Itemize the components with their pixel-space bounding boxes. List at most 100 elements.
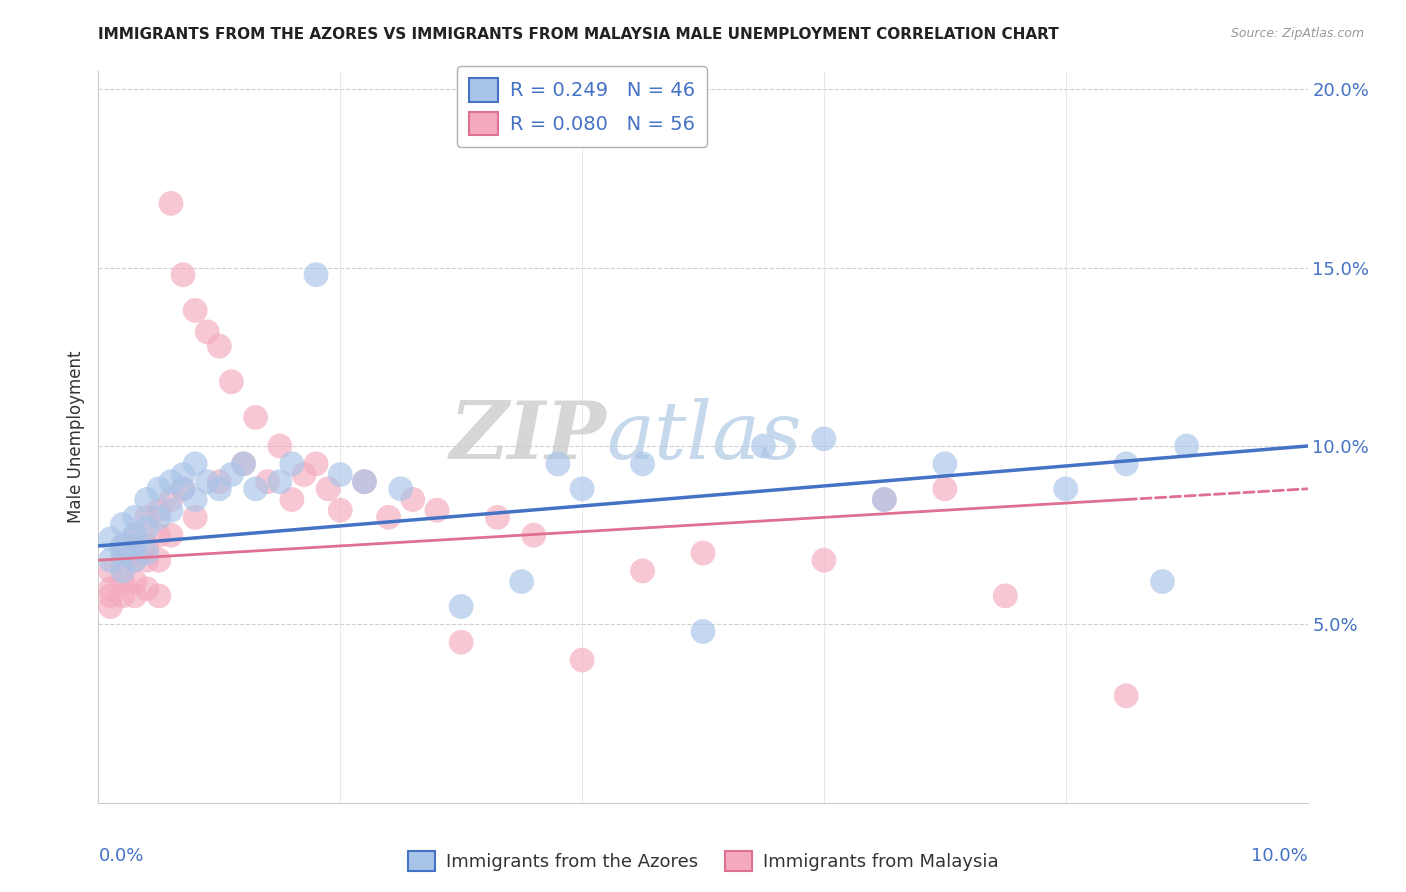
Point — [111, 546, 134, 560]
Point — [124, 553, 146, 567]
Point — [135, 553, 157, 567]
Point — [148, 553, 170, 567]
Point — [269, 475, 291, 489]
Point — [281, 492, 304, 507]
Text: IMMIGRANTS FROM THE AZORES VS IMMIGRANTS FROM MALAYSIA MALE UNEMPLOYMENT CORRELA: IMMIGRANTS FROM THE AZORES VS IMMIGRANTS… — [98, 27, 1059, 42]
Point — [135, 539, 157, 553]
Point — [195, 475, 218, 489]
Point — [329, 467, 352, 482]
Text: 0.0%: 0.0% — [98, 847, 143, 864]
Point — [172, 482, 194, 496]
Point — [135, 510, 157, 524]
Point — [172, 268, 194, 282]
Point — [389, 482, 412, 496]
Point — [148, 589, 170, 603]
Point — [450, 599, 472, 614]
Point — [124, 574, 146, 589]
Text: Source: ZipAtlas.com: Source: ZipAtlas.com — [1230, 27, 1364, 40]
Point — [124, 546, 146, 560]
Point — [377, 510, 399, 524]
Point — [160, 196, 183, 211]
Point — [934, 457, 956, 471]
Point — [631, 564, 654, 578]
Point — [124, 589, 146, 603]
Point — [571, 653, 593, 667]
Point — [873, 492, 896, 507]
Point — [124, 510, 146, 524]
Point — [281, 457, 304, 471]
Point — [124, 528, 146, 542]
Point — [426, 503, 449, 517]
Point — [208, 475, 231, 489]
Point — [631, 457, 654, 471]
Point — [195, 325, 218, 339]
Point — [160, 503, 183, 517]
Point — [305, 457, 328, 471]
Point — [752, 439, 775, 453]
Point — [1152, 574, 1174, 589]
Point — [873, 492, 896, 507]
Point — [813, 553, 835, 567]
Point — [1054, 482, 1077, 496]
Text: ZIP: ZIP — [450, 399, 606, 475]
Point — [305, 268, 328, 282]
Point — [523, 528, 546, 542]
Point — [934, 482, 956, 496]
Point — [100, 582, 122, 596]
Point — [994, 589, 1017, 603]
Point — [172, 467, 194, 482]
Point — [256, 475, 278, 489]
Point — [100, 599, 122, 614]
Point — [135, 546, 157, 560]
Point — [184, 492, 207, 507]
Point — [571, 482, 593, 496]
Point — [135, 492, 157, 507]
Point — [208, 339, 231, 353]
Point — [547, 457, 569, 471]
Point — [245, 410, 267, 425]
Y-axis label: Male Unemployment: Male Unemployment — [66, 351, 84, 524]
Point — [100, 564, 122, 578]
Point — [148, 528, 170, 542]
Point — [148, 482, 170, 496]
Point — [353, 475, 375, 489]
Point — [148, 503, 170, 517]
Point — [111, 539, 134, 553]
Point — [111, 517, 134, 532]
Point — [100, 553, 122, 567]
Point — [100, 532, 122, 546]
Point — [316, 482, 339, 496]
Point — [1175, 439, 1198, 453]
Point — [1115, 457, 1137, 471]
Point — [813, 432, 835, 446]
Point — [329, 503, 352, 517]
Point — [148, 510, 170, 524]
Point — [353, 475, 375, 489]
Point — [184, 510, 207, 524]
Point — [221, 375, 243, 389]
Text: 10.0%: 10.0% — [1251, 847, 1308, 864]
Point — [135, 582, 157, 596]
Point — [135, 521, 157, 535]
Point — [510, 574, 533, 589]
Point — [111, 564, 134, 578]
Point — [124, 528, 146, 542]
Text: atlas: atlas — [606, 399, 801, 475]
Point — [269, 439, 291, 453]
Point — [692, 546, 714, 560]
Point — [1115, 689, 1137, 703]
Point — [124, 553, 146, 567]
Point — [184, 457, 207, 471]
Point — [232, 457, 254, 471]
Point — [160, 492, 183, 507]
Point — [232, 457, 254, 471]
Point — [111, 539, 134, 553]
Point — [160, 475, 183, 489]
Point — [208, 482, 231, 496]
Point — [111, 553, 134, 567]
Point — [221, 467, 243, 482]
Point — [111, 574, 134, 589]
Legend: R = 0.249   N = 46, R = 0.080   N = 56: R = 0.249 N = 46, R = 0.080 N = 56 — [457, 66, 707, 147]
Point — [184, 303, 207, 318]
Point — [245, 482, 267, 496]
